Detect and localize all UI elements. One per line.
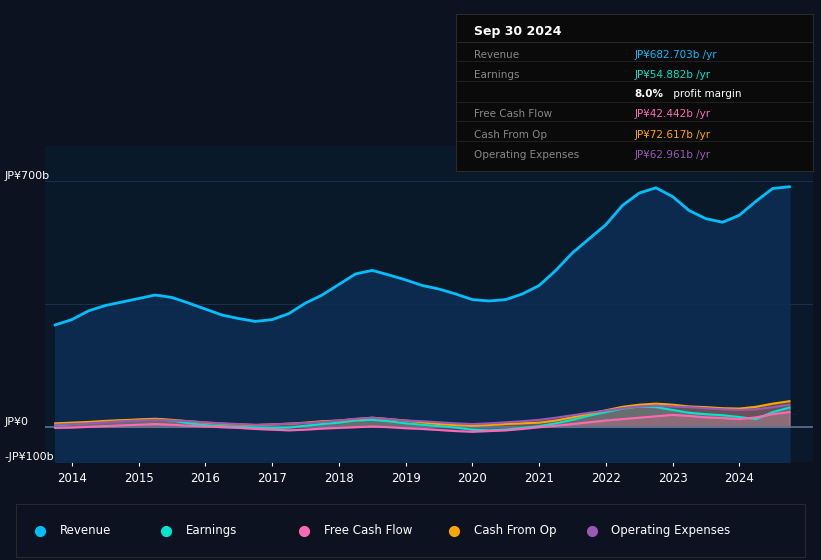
Text: JP¥54.882b /yr: JP¥54.882b /yr xyxy=(635,70,710,80)
Text: Cash From Op: Cash From Op xyxy=(474,524,556,537)
Text: Earnings: Earnings xyxy=(186,524,237,537)
Text: JP¥42.442b /yr: JP¥42.442b /yr xyxy=(635,109,710,119)
Text: Operating Expenses: Operating Expenses xyxy=(474,150,579,160)
Text: Earnings: Earnings xyxy=(474,70,519,80)
Text: JP¥682.703b /yr: JP¥682.703b /yr xyxy=(635,50,717,60)
Text: -JP¥100b: -JP¥100b xyxy=(4,452,53,462)
Text: Free Cash Flow: Free Cash Flow xyxy=(474,109,552,119)
Text: Free Cash Flow: Free Cash Flow xyxy=(323,524,412,537)
Text: Cash From Op: Cash From Op xyxy=(474,130,547,140)
Text: JP¥700b: JP¥700b xyxy=(4,171,49,181)
Text: 8.0%: 8.0% xyxy=(635,89,663,99)
Text: Operating Expenses: Operating Expenses xyxy=(612,524,731,537)
Text: profit margin: profit margin xyxy=(670,89,741,99)
Text: JP¥72.617b /yr: JP¥72.617b /yr xyxy=(635,130,710,140)
Text: JP¥0: JP¥0 xyxy=(4,417,28,427)
Text: Revenue: Revenue xyxy=(474,50,519,60)
Text: Sep 30 2024: Sep 30 2024 xyxy=(474,25,561,38)
Text: JP¥62.961b /yr: JP¥62.961b /yr xyxy=(635,150,710,160)
Text: Revenue: Revenue xyxy=(60,524,111,537)
